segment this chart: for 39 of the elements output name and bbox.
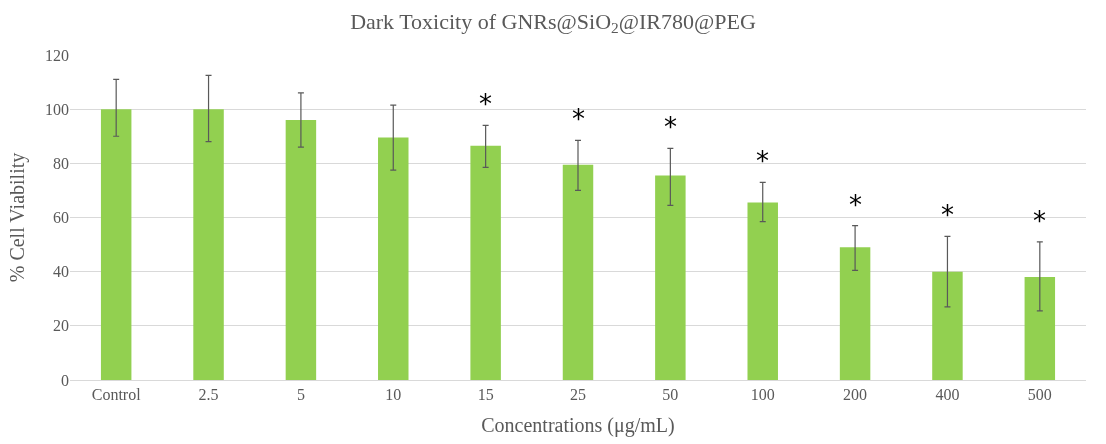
- bar: [562, 164, 594, 380]
- chart-title: Dark Toxicity of GNRs@SiO$_{2}$@IR780@PEG: [350, 8, 756, 37]
- x-tick-label: 25: [570, 386, 586, 404]
- x-tick-label: Control: [91, 386, 142, 404]
- y-tick-label: 20: [53, 317, 69, 335]
- x-tick-label: 15: [477, 386, 494, 404]
- x-tick-label: 400: [935, 386, 960, 404]
- y-tick-label: 80: [53, 154, 69, 172]
- y-tick-label: 0: [61, 371, 69, 389]
- x-axis-title: Concentrations (μg/mL): [481, 413, 675, 437]
- data-label: *: [1033, 206, 1046, 236]
- bar: [100, 109, 132, 380]
- x-tick-label: 5: [296, 386, 305, 404]
- bar: [839, 247, 871, 380]
- x-tick-label: 500: [1027, 386, 1052, 404]
- bar: [470, 145, 501, 380]
- x-tick-label: 100: [750, 386, 775, 404]
- bar: [285, 120, 317, 380]
- data-label: *: [664, 112, 677, 142]
- bar: [747, 202, 778, 380]
- x-tick-label: 200: [843, 386, 868, 404]
- bar: [655, 175, 686, 380]
- bar: [1024, 277, 1056, 380]
- data-label: *: [756, 146, 769, 176]
- data-label: *: [479, 89, 492, 119]
- x-tick-label: 10: [385, 386, 402, 404]
- y-tick-label: 100: [45, 100, 69, 118]
- x-tick-label: 50: [662, 386, 679, 404]
- y-tick-label: 40: [53, 263, 69, 281]
- y-axis-title: % Cell Viability: [5, 152, 29, 283]
- data-label: *: [572, 104, 585, 134]
- bar: [193, 109, 224, 380]
- data-label: *: [849, 190, 862, 220]
- bar: [378, 137, 409, 380]
- y-tick-label: 60: [53, 209, 69, 227]
- y-tick-label: 120: [45, 46, 69, 64]
- data-label: *: [941, 200, 954, 230]
- x-tick-label: 2.5: [198, 386, 219, 404]
- bar: [932, 271, 963, 380]
